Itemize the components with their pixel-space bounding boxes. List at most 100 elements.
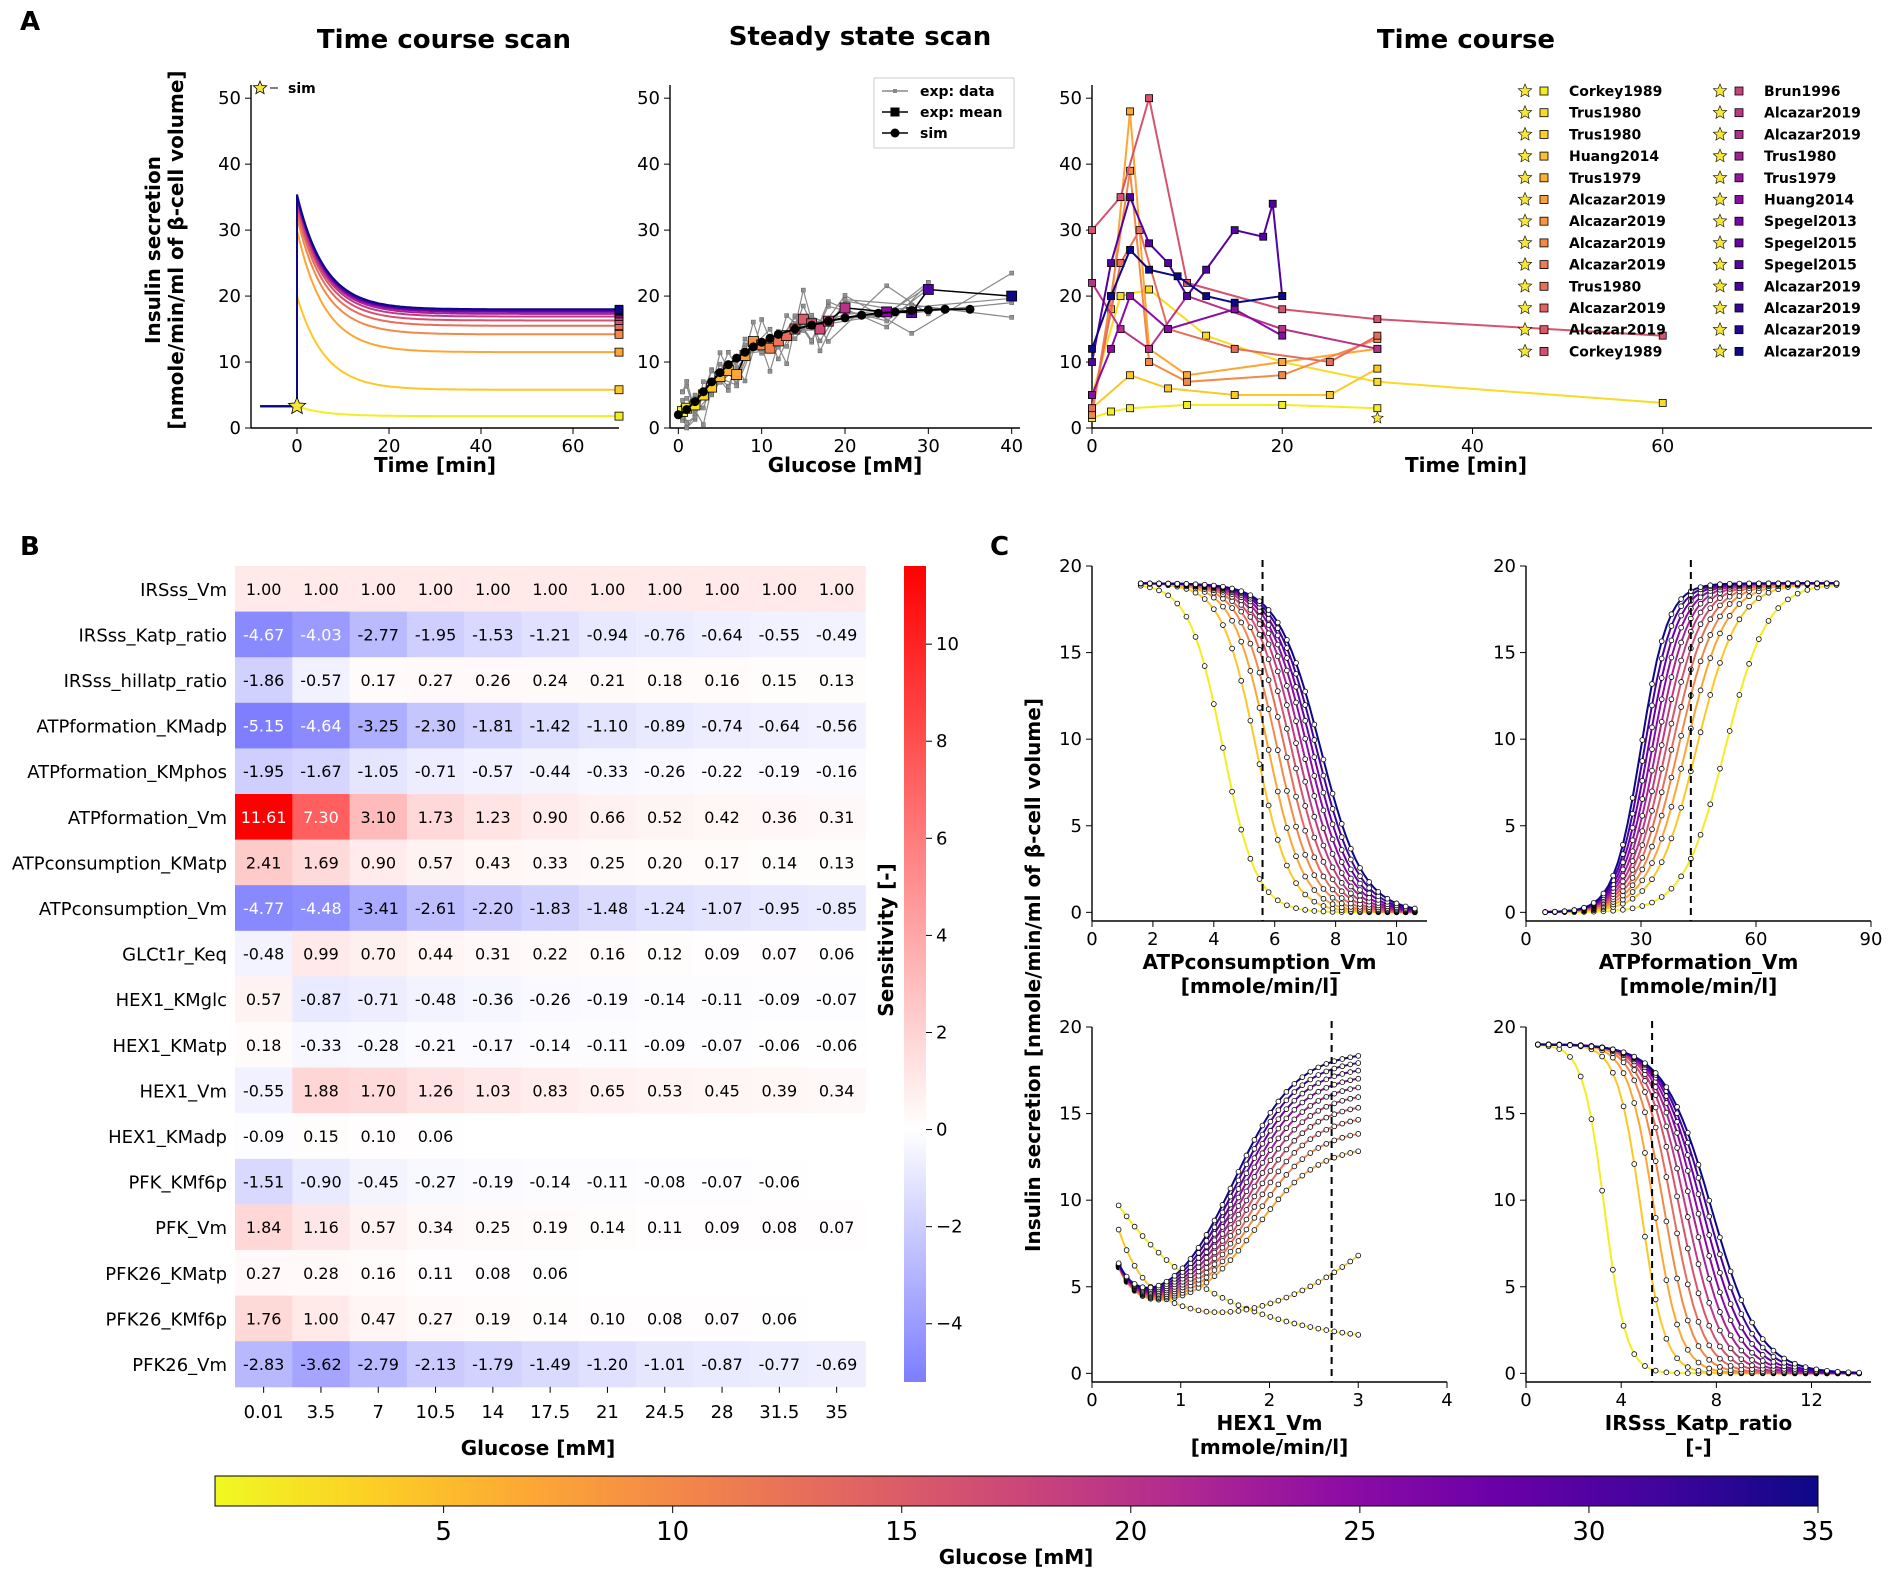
c3-curve-point bbox=[1259, 1150, 1266, 1157]
heatmap-cell-value: 0.90 bbox=[532, 808, 568, 827]
c3-curve-point bbox=[1147, 1241, 1154, 1248]
heatmap-cell bbox=[521, 611, 580, 658]
a3-legend-label: Alcazar2019 bbox=[1569, 301, 1666, 317]
a3-series-marker bbox=[1126, 193, 1134, 202]
heatmap-cell bbox=[808, 930, 866, 977]
c3-curve-point bbox=[1331, 1065, 1338, 1072]
c4-curve-point bbox=[1695, 1343, 1702, 1349]
c3-curve-point bbox=[1267, 1109, 1274, 1116]
c4-curve-point bbox=[1759, 1336, 1766, 1342]
c4-curve-point bbox=[1781, 1355, 1787, 1362]
c1-curve-point bbox=[1284, 667, 1290, 674]
a2-exp-data-line bbox=[682, 285, 929, 415]
heatmap-cell-value: -1.53 bbox=[472, 625, 513, 644]
a1-ytick-label: 50 bbox=[218, 88, 241, 109]
a1-sim-line bbox=[260, 210, 619, 408]
c3-curve-point bbox=[1219, 1309, 1226, 1316]
heatmap-cell bbox=[521, 1113, 580, 1160]
c2-curve-point bbox=[1697, 594, 1704, 601]
c2-curve-point bbox=[1794, 580, 1801, 587]
c2-curve-point bbox=[1678, 732, 1684, 739]
c1-curve-point bbox=[1284, 862, 1290, 869]
c1-curve-point bbox=[1284, 702, 1290, 708]
c3-curve-point bbox=[1299, 1130, 1306, 1137]
heatmap-cell-value: -0.19 bbox=[472, 1173, 513, 1192]
c3-curve-point bbox=[1235, 1247, 1242, 1254]
heatmap-cell-value: -0.57 bbox=[472, 762, 513, 781]
c3-curve-point bbox=[1323, 1094, 1330, 1100]
c2-curve-point bbox=[1639, 813, 1646, 819]
c1-curve-point bbox=[1293, 660, 1299, 666]
c4-curve-point bbox=[1684, 1364, 1691, 1370]
c1-curve-point bbox=[1293, 670, 1299, 677]
c4-curve-point bbox=[1695, 1290, 1702, 1297]
a1-ytick-label: 0 bbox=[230, 418, 241, 439]
glucose-colorbar-tick-label: 10 bbox=[656, 1517, 689, 1547]
a2-sim-point bbox=[923, 305, 933, 315]
c3-curve-point bbox=[1347, 1069, 1354, 1075]
c3-curve-point bbox=[1275, 1116, 1282, 1122]
c3-curve-point bbox=[1331, 1111, 1338, 1118]
heatmap-xtick-label: 3.5 bbox=[307, 1402, 336, 1423]
heatmap-cell bbox=[808, 1022, 866, 1069]
a3-series-marker bbox=[1145, 285, 1153, 294]
a2-sim-point bbox=[790, 324, 800, 334]
c2-curve-point bbox=[1736, 692, 1743, 698]
c3-curve-point bbox=[1299, 1074, 1306, 1080]
a3-legend-label: Alcazar2019 bbox=[1764, 106, 1861, 122]
c3-curve-point bbox=[1299, 1172, 1306, 1179]
c1-curve-point bbox=[1293, 853, 1299, 860]
heatmap-cell bbox=[693, 839, 752, 886]
heatmap-cell-value: 0.65 bbox=[590, 1081, 626, 1100]
a3-legend-star bbox=[1517, 235, 1533, 250]
heatmap-cell bbox=[464, 1295, 522, 1342]
c1-curve-point bbox=[1274, 897, 1281, 904]
c2-curve-point bbox=[1668, 835, 1675, 842]
c3-curve-point bbox=[1355, 1104, 1362, 1111]
a3-ytick-label: 0 bbox=[1071, 418, 1082, 439]
heatmap-cell-value: -0.17 bbox=[472, 1036, 513, 1055]
heatmap-cell-value: -1.79 bbox=[472, 1355, 513, 1374]
c3-curve-point bbox=[1307, 1076, 1314, 1083]
c3-curve-point bbox=[1235, 1203, 1242, 1209]
a1-exp-marker bbox=[614, 329, 624, 339]
c1-curve-point bbox=[1284, 637, 1290, 643]
c3-curve-point bbox=[1347, 1331, 1354, 1337]
c4-curve-point bbox=[1674, 1145, 1680, 1151]
heatmap-cell-value: 0.27 bbox=[418, 1309, 454, 1328]
c2-curve-point bbox=[1756, 636, 1762, 642]
c3-curve-point bbox=[1235, 1169, 1242, 1175]
c1-curve-point bbox=[1329, 901, 1336, 907]
heatmap-cell bbox=[292, 748, 351, 795]
c4-curve-point bbox=[1610, 1266, 1616, 1273]
a3-series-marker bbox=[1145, 239, 1153, 248]
c2-curve-point bbox=[1668, 611, 1675, 618]
c3-curve-point bbox=[1227, 1240, 1234, 1247]
heatmap-cell bbox=[693, 1250, 752, 1297]
c1-curve-point bbox=[1311, 908, 1318, 914]
heatmap-cell-value: -0.28 bbox=[358, 1036, 399, 1055]
a2-sim-point bbox=[765, 333, 775, 343]
c2-curve-point bbox=[1620, 841, 1626, 848]
heatmap-cell-value: -1.42 bbox=[529, 717, 570, 736]
c3-curve-point bbox=[1291, 1137, 1298, 1144]
c2-curve-point bbox=[1658, 765, 1665, 772]
c4-curve-point bbox=[1577, 1042, 1584, 1049]
heatmap-cell bbox=[349, 1022, 408, 1069]
c2-curve-point bbox=[1581, 904, 1587, 911]
c3-curve-point bbox=[1251, 1146, 1258, 1152]
heatmap-cell-value: 0.24 bbox=[532, 671, 568, 690]
heatmap-cell-value: 0.21 bbox=[590, 671, 626, 690]
a3-series-marker bbox=[1373, 404, 1382, 413]
c1-curve-point bbox=[1293, 823, 1299, 830]
a2-exp-data-line bbox=[681, 272, 1013, 430]
heatmap-cell-value: 0.43 bbox=[475, 853, 511, 872]
c1-curve-point bbox=[1265, 622, 1272, 628]
heatmap-cell-value: 3.10 bbox=[360, 808, 396, 827]
c2-curve-point bbox=[1707, 616, 1714, 623]
heatmap-cell bbox=[235, 566, 293, 613]
c2-curve-point bbox=[1668, 803, 1675, 810]
c2-curve-point bbox=[1804, 580, 1811, 587]
heatmap-cell-value: 0.12 bbox=[647, 945, 683, 964]
c2-curve-point bbox=[1736, 616, 1743, 623]
